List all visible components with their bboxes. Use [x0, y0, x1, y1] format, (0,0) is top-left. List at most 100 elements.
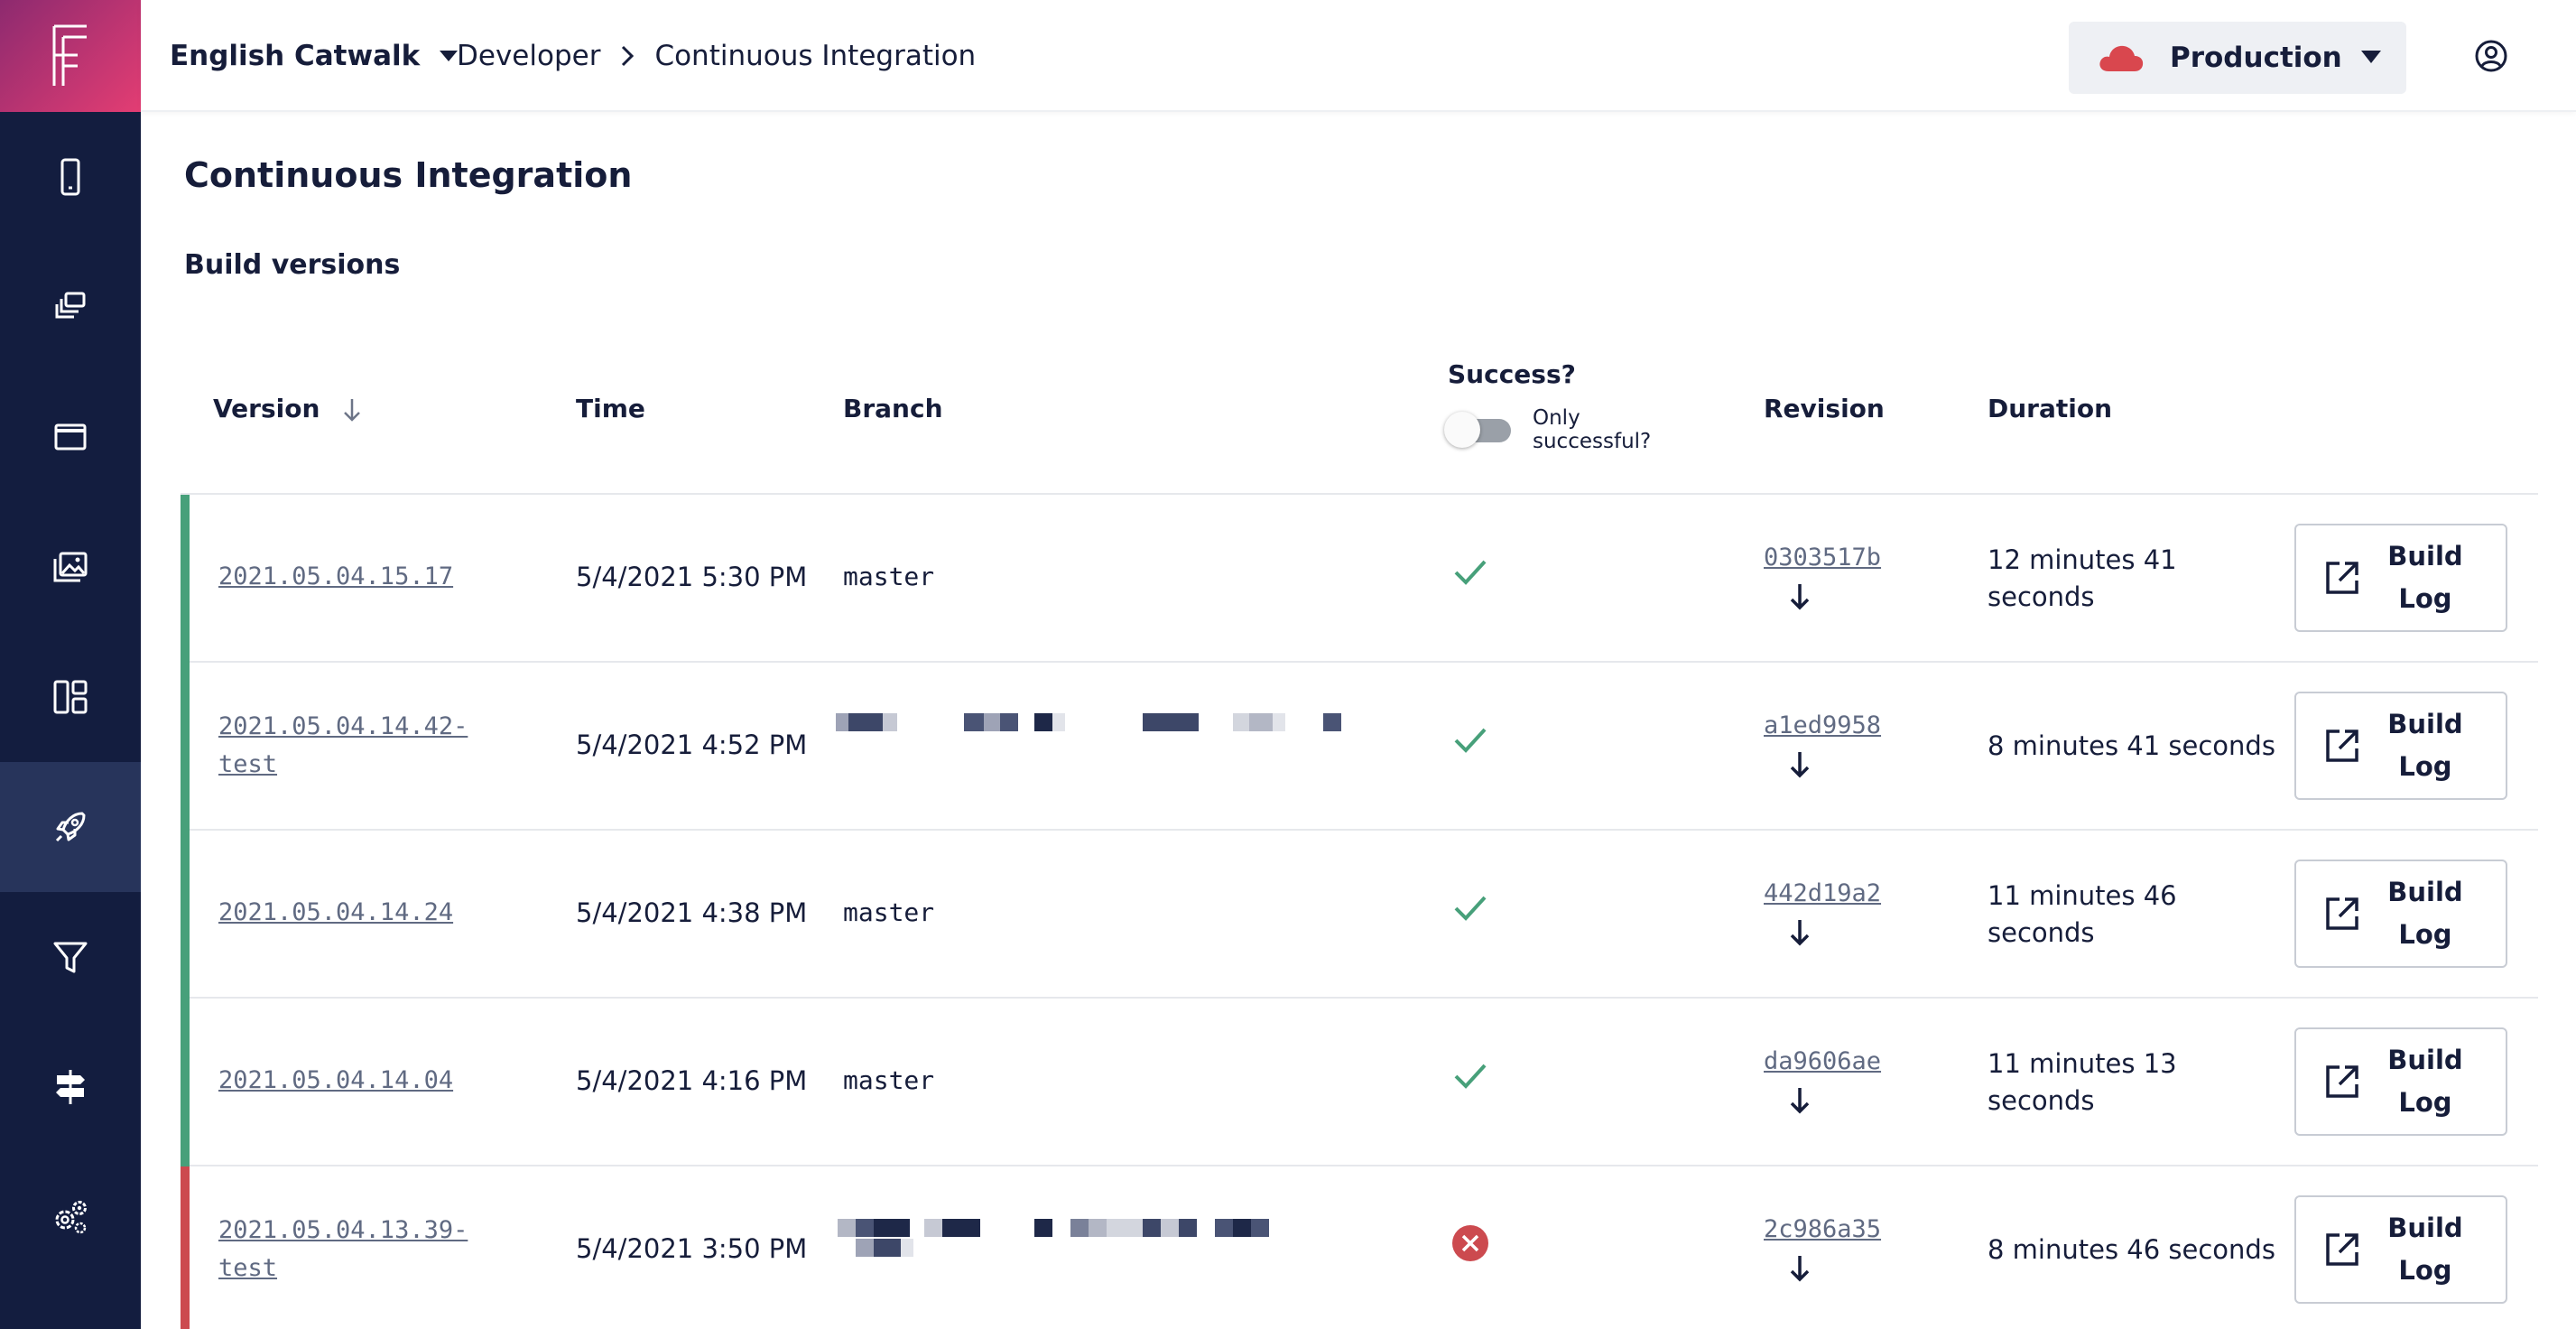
- external-link-icon: [2326, 897, 2358, 930]
- status-stripe: [181, 495, 190, 663]
- revision-link[interactable]: 442d19a2: [1764, 879, 1882, 907]
- layers-icon: [55, 292, 86, 319]
- toggle-knob: [1444, 412, 1480, 448]
- table-row: 2021.05.04.15.17 5/4/2021 5:30 PM master…: [181, 495, 2538, 663]
- column-header-duration: Duration: [1988, 394, 2113, 423]
- sidebar-item-deploy[interactable]: [0, 762, 141, 892]
- sidebar: [0, 0, 141, 1329]
- revision-link[interactable]: da9606ae: [1764, 1047, 1882, 1075]
- column-version-label: Version: [213, 394, 320, 423]
- build-log-button[interactable]: Build Log: [2294, 1027, 2507, 1136]
- filter-icon: [53, 942, 88, 973]
- build-duration: 12 minutes 41 seconds: [1988, 544, 2177, 612]
- success-check-icon: [1451, 553, 1489, 594]
- app-switcher[interactable]: English Catwalk: [170, 0, 459, 112]
- branch-redacted: [836, 713, 1367, 735]
- arrow-down-icon: [344, 399, 361, 422]
- breadcrumb-developer[interactable]: Developer: [457, 40, 601, 72]
- version-link[interactable]: 2021.05.04.14.24: [218, 898, 454, 926]
- cloud-icon: [2099, 45, 2144, 71]
- top-bar: English Catwalk Developer Continuous Int…: [141, 0, 2576, 112]
- table-row: 2021.05.04.13.39-test 5/4/2021 3:50 PM 2…: [181, 1166, 2538, 1329]
- window-icon: [54, 423, 87, 451]
- external-link-icon: [2326, 562, 2358, 594]
- success-check-icon: [1451, 720, 1489, 762]
- arrow-down-icon[interactable]: [1787, 1253, 1812, 1284]
- external-link-icon: [2326, 1233, 2358, 1266]
- build-log-label: Build Log: [2387, 1045, 2463, 1118]
- success-check-icon: [1451, 888, 1489, 930]
- build-log-button[interactable]: Build Log: [2294, 692, 2507, 800]
- arrow-down-icon[interactable]: [1787, 1085, 1812, 1116]
- status-stripe: [181, 1166, 190, 1329]
- mobile-icon: [60, 158, 80, 196]
- column-header-version[interactable]: Version: [213, 394, 363, 423]
- environment-selector[interactable]: Production: [2069, 22, 2406, 94]
- build-duration: 8 minutes 41 seconds: [1988, 730, 2275, 761]
- build-duration: 11 minutes 13 seconds: [1988, 1048, 2177, 1116]
- build-time: 5/4/2021 5:30 PM: [576, 562, 808, 592]
- breadcrumb: Developer Continuous Integration: [457, 0, 976, 112]
- caret-down-icon: [440, 51, 459, 61]
- status-stripe: [181, 831, 190, 999]
- build-log-label: Build Log: [2387, 541, 2463, 614]
- branch-name: master: [843, 897, 935, 927]
- chevron-right-icon: [618, 43, 636, 69]
- build-time: 5/4/2021 3:50 PM: [576, 1233, 808, 1264]
- arrow-down-icon[interactable]: [1787, 917, 1812, 948]
- build-duration: 8 minutes 46 seconds: [1988, 1234, 2275, 1265]
- version-link[interactable]: 2021.05.04.13.39-test: [218, 1216, 468, 1282]
- sidebar-item-layers[interactable]: [0, 242, 141, 372]
- external-link-icon: [2326, 730, 2358, 762]
- page-title: Continuous Integration: [184, 155, 633, 195]
- gears-icon: [55, 1201, 87, 1234]
- column-header-success: Success?: [1448, 359, 1576, 389]
- sidebar-item-devices[interactable]: [0, 112, 141, 242]
- status-stripe: [181, 663, 190, 831]
- table-row: 2021.05.04.14.24 5/4/2021 4:38 PM master…: [181, 831, 2538, 999]
- version-link[interactable]: 2021.05.04.15.17: [218, 562, 454, 590]
- build-duration: 11 minutes 46 seconds: [1988, 880, 2177, 948]
- toggle-label: Only successful?: [1533, 406, 1652, 453]
- build-log-label: Build Log: [2387, 709, 2463, 782]
- branch-name: master: [843, 1065, 935, 1095]
- revision-link[interactable]: 0303517b: [1764, 544, 1882, 572]
- layout-icon: [53, 680, 88, 714]
- build-log-button[interactable]: Build Log: [2294, 1195, 2507, 1304]
- failure-x-icon: [1451, 1224, 1489, 1266]
- only-successful-toggle[interactable]: [1444, 412, 1513, 448]
- branch-redacted: [838, 1219, 1367, 1273]
- sidebar-item-routing[interactable]: [0, 1022, 141, 1152]
- signpost-icon: [56, 1070, 85, 1104]
- sidebar-item-settings[interactable]: [0, 1152, 141, 1282]
- arrow-down-icon[interactable]: [1787, 581, 1812, 612]
- version-link[interactable]: 2021.05.04.14.42-test: [218, 712, 468, 778]
- sidebar-item-filters[interactable]: [0, 892, 141, 1022]
- revision-link[interactable]: a1ed9958: [1764, 711, 1882, 739]
- sidebar-item-layout[interactable]: [0, 632, 141, 762]
- sidebar-item-media[interactable]: [0, 502, 141, 632]
- branch-name: master: [843, 562, 935, 591]
- build-log-label: Build Log: [2387, 877, 2463, 950]
- breadcrumb-current: Continuous Integration: [654, 40, 977, 72]
- images-icon: [53, 552, 88, 582]
- sidebar-item-window[interactable]: [0, 372, 141, 502]
- build-time: 5/4/2021 4:38 PM: [576, 897, 808, 928]
- version-link[interactable]: 2021.05.04.14.04: [218, 1066, 454, 1094]
- table-divider: [181, 493, 2538, 495]
- table-row: 2021.05.04.14.04 5/4/2021 4:16 PM master…: [181, 999, 2538, 1166]
- column-header-revision: Revision: [1764, 394, 1885, 423]
- status-stripe: [181, 999, 190, 1166]
- environment-label: Production: [2170, 42, 2342, 74]
- f-logo-icon: [52, 24, 87, 86]
- arrow-down-icon[interactable]: [1787, 749, 1812, 780]
- rocket-icon: [55, 812, 86, 842]
- build-log-button[interactable]: Build Log: [2294, 524, 2507, 632]
- build-log-button[interactable]: Build Log: [2294, 860, 2507, 968]
- caret-down-icon: [2361, 51, 2381, 63]
- section-title: Build versions: [184, 249, 401, 281]
- revision-link[interactable]: 2c986a35: [1764, 1215, 1882, 1243]
- app-logo[interactable]: [0, 0, 141, 112]
- account-icon[interactable]: [2469, 34, 2513, 78]
- table-row: 2021.05.04.14.42-test 5/4/2021 4:52 PM a…: [181, 663, 2538, 831]
